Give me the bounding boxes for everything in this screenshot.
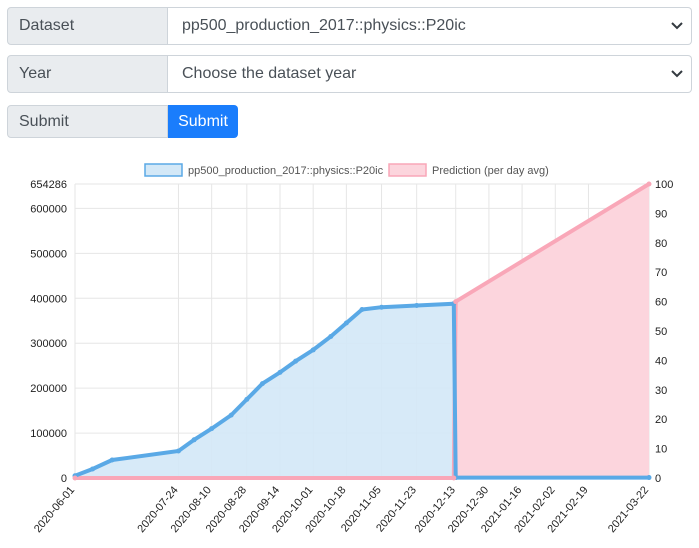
y-right-tick-label: 50 <box>655 326 667 338</box>
year-label: Year <box>7 55 168 93</box>
y-right-tick-label: 0 <box>655 473 661 485</box>
submit-row: Submit Submit <box>7 105 692 138</box>
actual-point <box>310 347 316 353</box>
y-left-max-label: 654286 <box>30 179 67 191</box>
dataset-select[interactable]: pp500_production_2017::physics::P20ic <box>168 7 692 45</box>
y-right-tick-label: 40 <box>655 355 667 367</box>
prediction-point <box>646 181 652 187</box>
y-right-tick-label: 100 <box>655 179 673 191</box>
legend-swatch <box>388 163 427 177</box>
y-left-tick-label: 500000 <box>30 248 67 260</box>
y-left-tick-label: 0 <box>61 473 67 485</box>
actual-point <box>379 304 385 310</box>
dataset-select-value: pp500_production_2017::physics::P20ic <box>182 17 466 34</box>
actual-point <box>343 320 349 326</box>
actual-point <box>293 358 299 364</box>
submit-label: Submit <box>7 105 168 138</box>
legend-label: Prediction (per day avg) <box>432 165 549 177</box>
y-right-tick-label: 90 <box>655 208 667 220</box>
actual-line <box>74 301 649 480</box>
y-right-tick-label: 70 <box>655 267 667 279</box>
chevron-down-icon <box>671 68 683 80</box>
y-right-tick-label: 80 <box>655 238 667 250</box>
actual-point <box>175 448 181 454</box>
prediction-area <box>75 184 649 478</box>
chevron-down-icon <box>671 20 683 32</box>
legend-label: pp500_production_2017::physics::P20ic <box>188 165 384 177</box>
y-left-tick-label: 400000 <box>30 293 67 305</box>
chart-legend: pp500_production_2017::physics::P20ic Pre… <box>144 163 549 177</box>
y-right-tick-label: 20 <box>655 414 667 426</box>
year-select-value: Choose the dataset year <box>182 65 357 82</box>
actual-point <box>244 396 250 402</box>
actual-point <box>359 306 365 312</box>
prediction-point <box>453 299 459 305</box>
x-tick-label: 2020-06-01 <box>32 484 77 535</box>
y-right-tick-label: 30 <box>655 385 667 397</box>
actual-point <box>191 437 197 443</box>
prediction-point <box>451 475 457 481</box>
y-left-tick-label: 600000 <box>30 203 67 215</box>
y-left-tick-label: 300000 <box>30 338 67 350</box>
dataset-label: Dataset <box>7 7 168 45</box>
actual-point <box>209 426 215 432</box>
x-tick-label: 2021-03-22 <box>606 484 651 535</box>
actual-area <box>75 303 649 478</box>
y-left-tick-label: 200000 <box>30 383 67 395</box>
actual-point <box>228 412 234 418</box>
actual-point <box>90 466 96 472</box>
dataset-row: Dataset pp500_production_2017::physics::… <box>7 7 692 45</box>
y-left-tick-label: 100000 <box>30 428 67 440</box>
actual-point <box>259 381 265 387</box>
y-right-tick-label: 10 <box>655 444 667 456</box>
actual-point <box>328 333 334 339</box>
year-select[interactable]: Choose the dataset year <box>168 55 692 93</box>
actual-point <box>277 369 283 375</box>
prediction-point <box>72 475 78 481</box>
actual-point <box>646 475 652 481</box>
actual-point <box>109 457 115 463</box>
y-right-tick-label: 60 <box>655 297 667 309</box>
data-chart: 0 100000 200000 300000 400000 500000 600000 654… <box>30 163 673 535</box>
legend-swatch <box>144 163 183 177</box>
year-row: Year Choose the dataset year <box>7 55 692 93</box>
actual-point <box>414 302 420 308</box>
submit-button[interactable]: Submit <box>168 105 238 138</box>
